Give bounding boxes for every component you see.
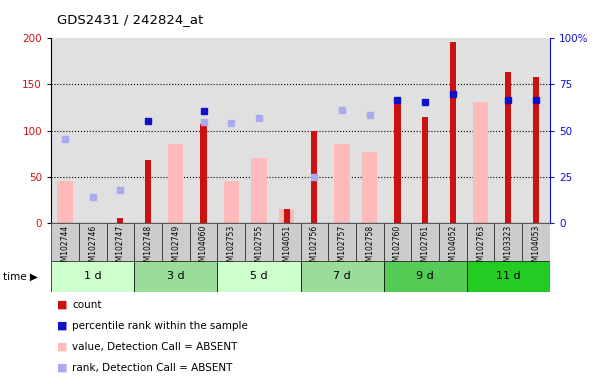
Text: 7 d: 7 d (333, 271, 351, 281)
Bar (168, 144, 183, 223)
Bar (334, 144, 350, 223)
Text: GSM104053: GSM104053 (531, 225, 540, 271)
Text: ■: ■ (57, 363, 67, 373)
Bar (356, 223, 383, 261)
Text: GSM104060: GSM104060 (199, 225, 208, 271)
Bar (51, 261, 134, 292)
Bar (201, 124, 207, 223)
Bar (300, 261, 383, 292)
Text: ■: ■ (57, 321, 67, 331)
Bar (117, 218, 123, 223)
Bar (311, 131, 317, 223)
Text: rank, Detection Call = ABSENT: rank, Detection Call = ABSENT (72, 363, 233, 373)
Bar (450, 42, 456, 223)
Bar (251, 158, 267, 223)
Bar (245, 223, 273, 261)
Bar (533, 77, 539, 223)
Bar (383, 261, 467, 292)
Bar (383, 223, 411, 261)
Bar (218, 223, 245, 261)
Text: GSM102761: GSM102761 (421, 225, 430, 271)
Bar (362, 152, 377, 223)
Bar (279, 209, 294, 223)
Bar (495, 223, 522, 261)
Bar (284, 209, 290, 223)
Text: GSM102753: GSM102753 (227, 225, 236, 271)
Bar (218, 261, 300, 292)
Text: GSM102758: GSM102758 (365, 225, 374, 271)
Bar (439, 223, 467, 261)
Bar (473, 102, 488, 223)
Text: GSM102748: GSM102748 (144, 225, 153, 271)
Bar (467, 261, 550, 292)
Text: GSM103323: GSM103323 (504, 225, 513, 271)
Text: ■: ■ (57, 342, 67, 352)
Bar (134, 261, 218, 292)
Text: GSM102763: GSM102763 (476, 225, 485, 271)
Bar (394, 100, 400, 223)
Bar (522, 223, 550, 261)
Text: percentile rank within the sample: percentile rank within the sample (72, 321, 248, 331)
Bar (79, 223, 106, 261)
Text: 11 d: 11 d (496, 271, 520, 281)
Bar (162, 223, 190, 261)
Text: GSM104052: GSM104052 (448, 225, 457, 271)
Text: GSM102744: GSM102744 (61, 225, 70, 271)
Text: 5 d: 5 d (250, 271, 267, 281)
Text: 9 d: 9 d (416, 271, 434, 281)
Bar (411, 223, 439, 261)
Text: GSM102746: GSM102746 (88, 225, 97, 271)
Text: GSM104051: GSM104051 (282, 225, 291, 271)
Text: 3 d: 3 d (167, 271, 185, 281)
Bar (106, 223, 134, 261)
Bar (273, 223, 300, 261)
Text: GSM102747: GSM102747 (116, 225, 125, 271)
Text: GSM102756: GSM102756 (310, 225, 319, 271)
Bar (300, 223, 328, 261)
Text: ■: ■ (57, 300, 67, 310)
Bar (467, 223, 495, 261)
Text: GSM102760: GSM102760 (393, 225, 402, 271)
Text: time ▶: time ▶ (3, 271, 38, 281)
Bar (134, 223, 162, 261)
Bar (328, 223, 356, 261)
Text: 1 d: 1 d (84, 271, 102, 281)
Bar (224, 181, 239, 223)
Bar (51, 223, 79, 261)
Text: GSM102757: GSM102757 (338, 225, 347, 271)
Text: GSM102749: GSM102749 (171, 225, 180, 271)
Bar (505, 73, 511, 223)
Bar (422, 117, 429, 223)
Bar (57, 181, 73, 223)
Text: count: count (72, 300, 102, 310)
Bar (145, 160, 151, 223)
Text: value, Detection Call = ABSENT: value, Detection Call = ABSENT (72, 342, 237, 352)
Bar (190, 223, 218, 261)
Text: GSM102755: GSM102755 (254, 225, 263, 271)
Text: GDS2431 / 242824_at: GDS2431 / 242824_at (57, 13, 203, 26)
